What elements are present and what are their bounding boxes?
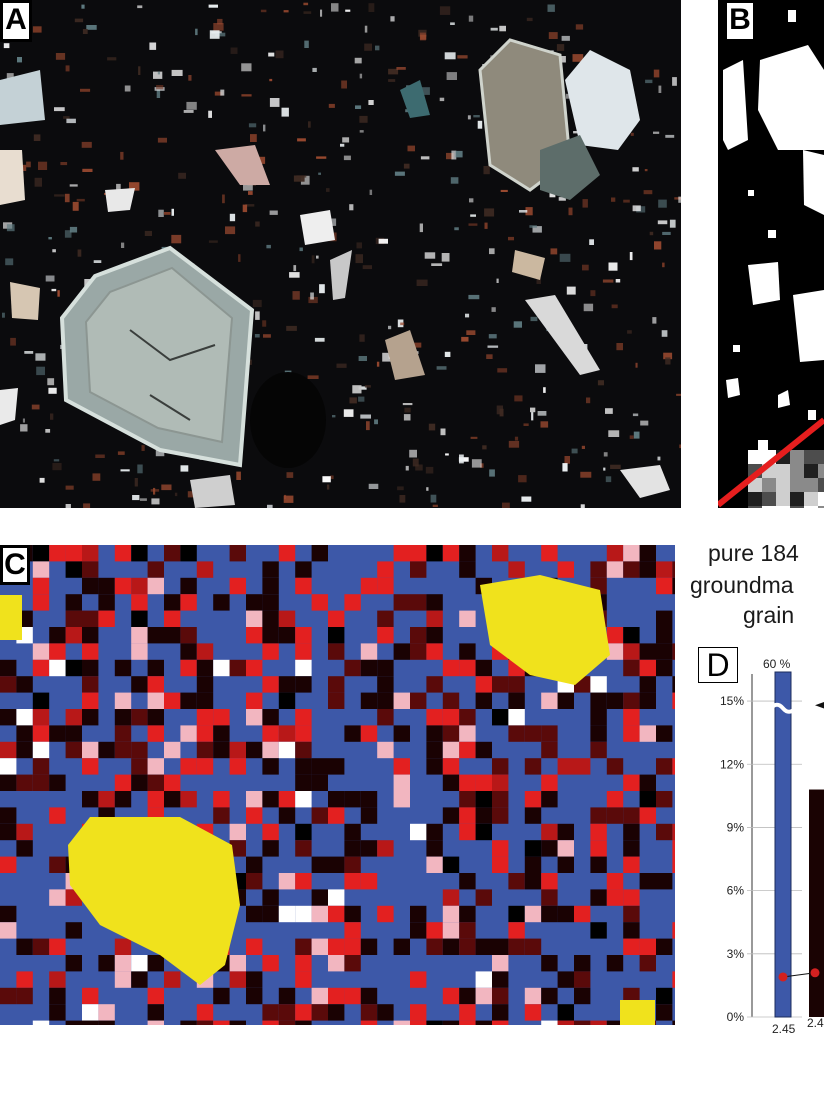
panel-c-pixel-map: C (0, 545, 675, 1025)
y-tick-label: 15% (720, 694, 744, 708)
chart-title-line-1: pure 184 (708, 540, 799, 566)
x-category-label: 2.45 (772, 1022, 796, 1036)
vesicle (250, 372, 326, 468)
series-point-1 (778, 972, 788, 982)
panel-b-binary-mask: B (718, 0, 824, 508)
chart-title-line-3: grain (743, 602, 795, 628)
pixel-map-image (0, 545, 675, 1025)
x-category-label: 2.46 (807, 1016, 824, 1030)
y-tick-label: 6% (727, 884, 745, 898)
panel-b-label: B (724, 0, 756, 42)
axis-break-marker (769, 702, 797, 714)
y-tick-label: 9% (727, 820, 745, 834)
bar-2.45 (774, 671, 792, 1018)
series-point-2 (810, 968, 820, 978)
micrograph-image (0, 0, 681, 508)
y-tick-label: 3% (727, 947, 745, 961)
panel-d-label: D (698, 647, 738, 683)
y-tick-label: 12% (720, 757, 744, 771)
y-tick-label: 0% (727, 1010, 745, 1024)
transect-line (718, 417, 824, 508)
chart-title-line-2: groundma (690, 572, 794, 598)
bar-chart: 0% 3% 6% 9% 12% 15% 60 % 2.45 2.46 (720, 657, 824, 1036)
bar-top-value-label: 60 % (763, 657, 791, 671)
hotspot-top-right (480, 575, 610, 685)
panel-a-label: A (0, 0, 32, 42)
panel-c-label: C (0, 545, 30, 585)
bar-2.46 (809, 789, 824, 1017)
series-line (782, 972, 816, 978)
panel-d-chart: pure 184 groundma grain D 0% 3% 6% 9% 12% 15%… (690, 530, 824, 1097)
binary-mask-image (718, 0, 824, 508)
panel-a-micrograph: A (0, 0, 681, 508)
arrow-marker (815, 702, 824, 709)
hotspot-large (68, 817, 240, 985)
